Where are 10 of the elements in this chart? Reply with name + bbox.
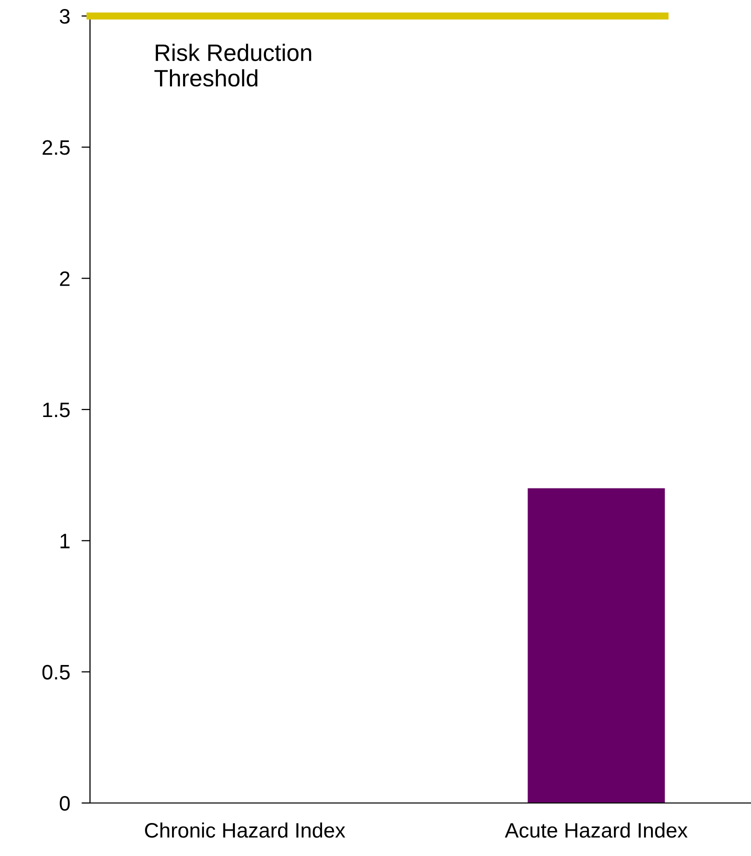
y-tick-label: 0.5 [42,664,70,680]
y-tick-label: 2 [60,271,70,286]
y-tick-label: 2.5 [42,140,70,155]
ref-line-label: Risk Reduction Threshold [154,44,312,87]
y-tick-label: 1 [60,534,70,548]
x-tick-label: Acute Hazard Index [504,822,688,838]
x-tick-label: Chronic Hazard Index [145,822,346,838]
y-tick-label: 0 [60,796,70,811]
y-tick-label: 1.5 [43,402,70,418]
y-tick-label: 3 [60,9,70,24]
